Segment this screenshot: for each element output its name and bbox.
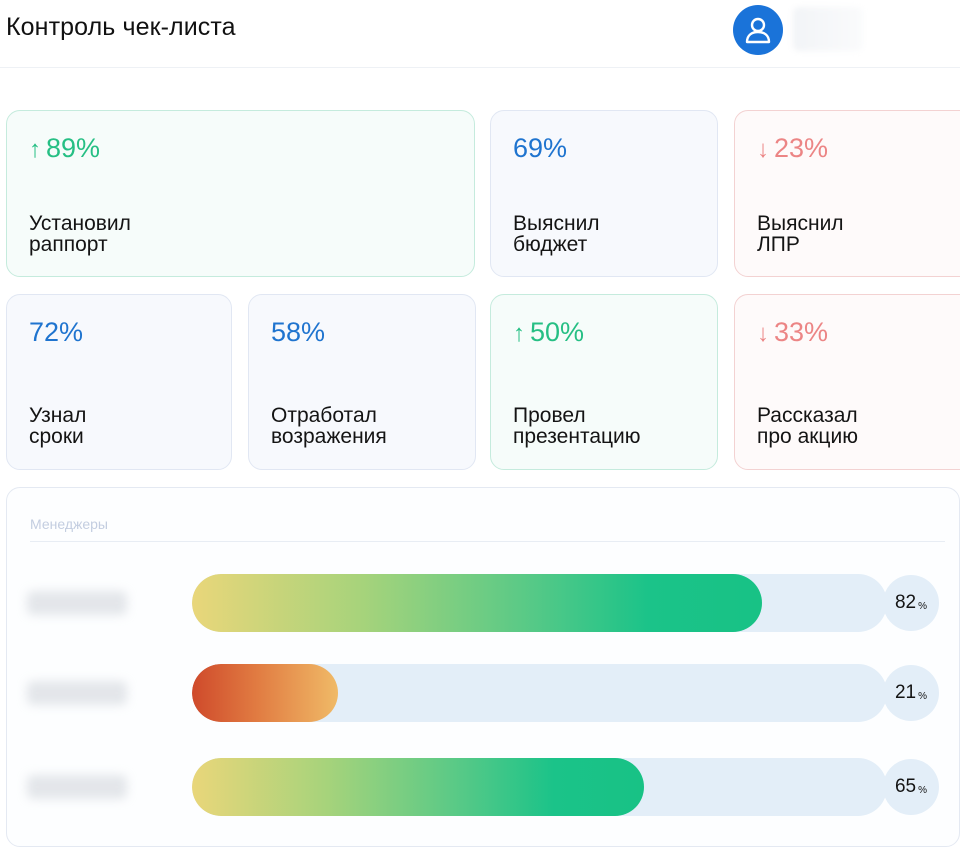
header-bar: Контроль чек-листа bbox=[0, 0, 960, 68]
user-icon bbox=[745, 17, 771, 44]
trend-down-icon: ↓ bbox=[757, 320, 769, 347]
metric-value: 69% bbox=[513, 133, 568, 163]
score-unit: % bbox=[918, 784, 928, 796]
trend-up-icon: ↑ bbox=[513, 320, 525, 347]
manager-name-redacted bbox=[27, 591, 127, 615]
score-badge: 65% bbox=[883, 759, 939, 815]
metric-card-rapport[interactable]: ↑ 89% Установил раппорт bbox=[6, 110, 475, 277]
trend-down-icon: ↓ bbox=[757, 136, 769, 163]
metric-label: Установил раппорт bbox=[29, 212, 131, 256]
manager-name-redacted bbox=[27, 681, 127, 705]
score-unit: % bbox=[918, 600, 928, 612]
user-avatar-button[interactable] bbox=[733, 5, 783, 55]
score-bar-track bbox=[192, 664, 887, 722]
metric-card-deadlines[interactable]: 72% Узнал сроки bbox=[6, 294, 232, 470]
managers-panel: Менеджеры 82% 21% 65% bbox=[6, 487, 960, 847]
user-name-redacted bbox=[793, 7, 863, 51]
metric-label: Выяснил ЛПР bbox=[757, 212, 844, 256]
metric-label: Рассказал про акцию bbox=[757, 404, 858, 448]
score-bar-fill bbox=[192, 758, 644, 816]
metric-card-objections[interactable]: 58% Отработал возражения bbox=[248, 294, 476, 470]
manager-row[interactable]: 65% bbox=[7, 758, 960, 816]
score-unit: % bbox=[918, 690, 928, 702]
metric-card-budget[interactable]: 69% Выяснил бюджет bbox=[490, 110, 718, 277]
metric-card-decision-maker[interactable]: ↓ 23% Выяснил ЛПР bbox=[734, 110, 960, 277]
manager-row[interactable]: 82% bbox=[7, 574, 960, 632]
trend-up-icon: ↑ bbox=[29, 136, 41, 163]
manager-row[interactable]: 21% bbox=[7, 664, 960, 722]
metric-label: Выяснил бюджет bbox=[513, 212, 600, 256]
manager-name-redacted bbox=[27, 775, 127, 799]
score-bar-fill bbox=[192, 664, 338, 722]
metric-value: ↑ 89% bbox=[29, 133, 101, 163]
score-badge: 21% bbox=[883, 665, 939, 721]
metric-label: Провел презентацию bbox=[513, 404, 641, 448]
metric-value: 72% bbox=[29, 317, 84, 347]
score-value: 65 bbox=[894, 776, 917, 797]
metric-label: Отработал возражения bbox=[271, 404, 387, 448]
metric-card-promo[interactable]: ↓ 33% Рассказал про акцию bbox=[734, 294, 960, 470]
score-bar-track bbox=[192, 758, 887, 816]
score-bar-track bbox=[192, 574, 887, 632]
managers-title: Менеджеры bbox=[30, 516, 108, 532]
metric-value: ↑ 50% bbox=[513, 317, 585, 347]
score-value: 82 bbox=[894, 592, 917, 613]
page-title: Контроль чек-листа bbox=[6, 13, 236, 41]
metric-value: ↓ 33% bbox=[757, 317, 829, 347]
score-badge: 82% bbox=[883, 575, 939, 631]
metric-value: 58% bbox=[271, 317, 326, 347]
score-bar-fill bbox=[192, 574, 762, 632]
metric-card-presentation[interactable]: ↑ 50% Провел презентацию bbox=[490, 294, 718, 470]
score-value: 21 bbox=[894, 682, 917, 703]
metric-label: Узнал сроки bbox=[29, 404, 87, 448]
metric-value: ↓ 23% bbox=[757, 133, 829, 163]
divider bbox=[30, 541, 945, 542]
